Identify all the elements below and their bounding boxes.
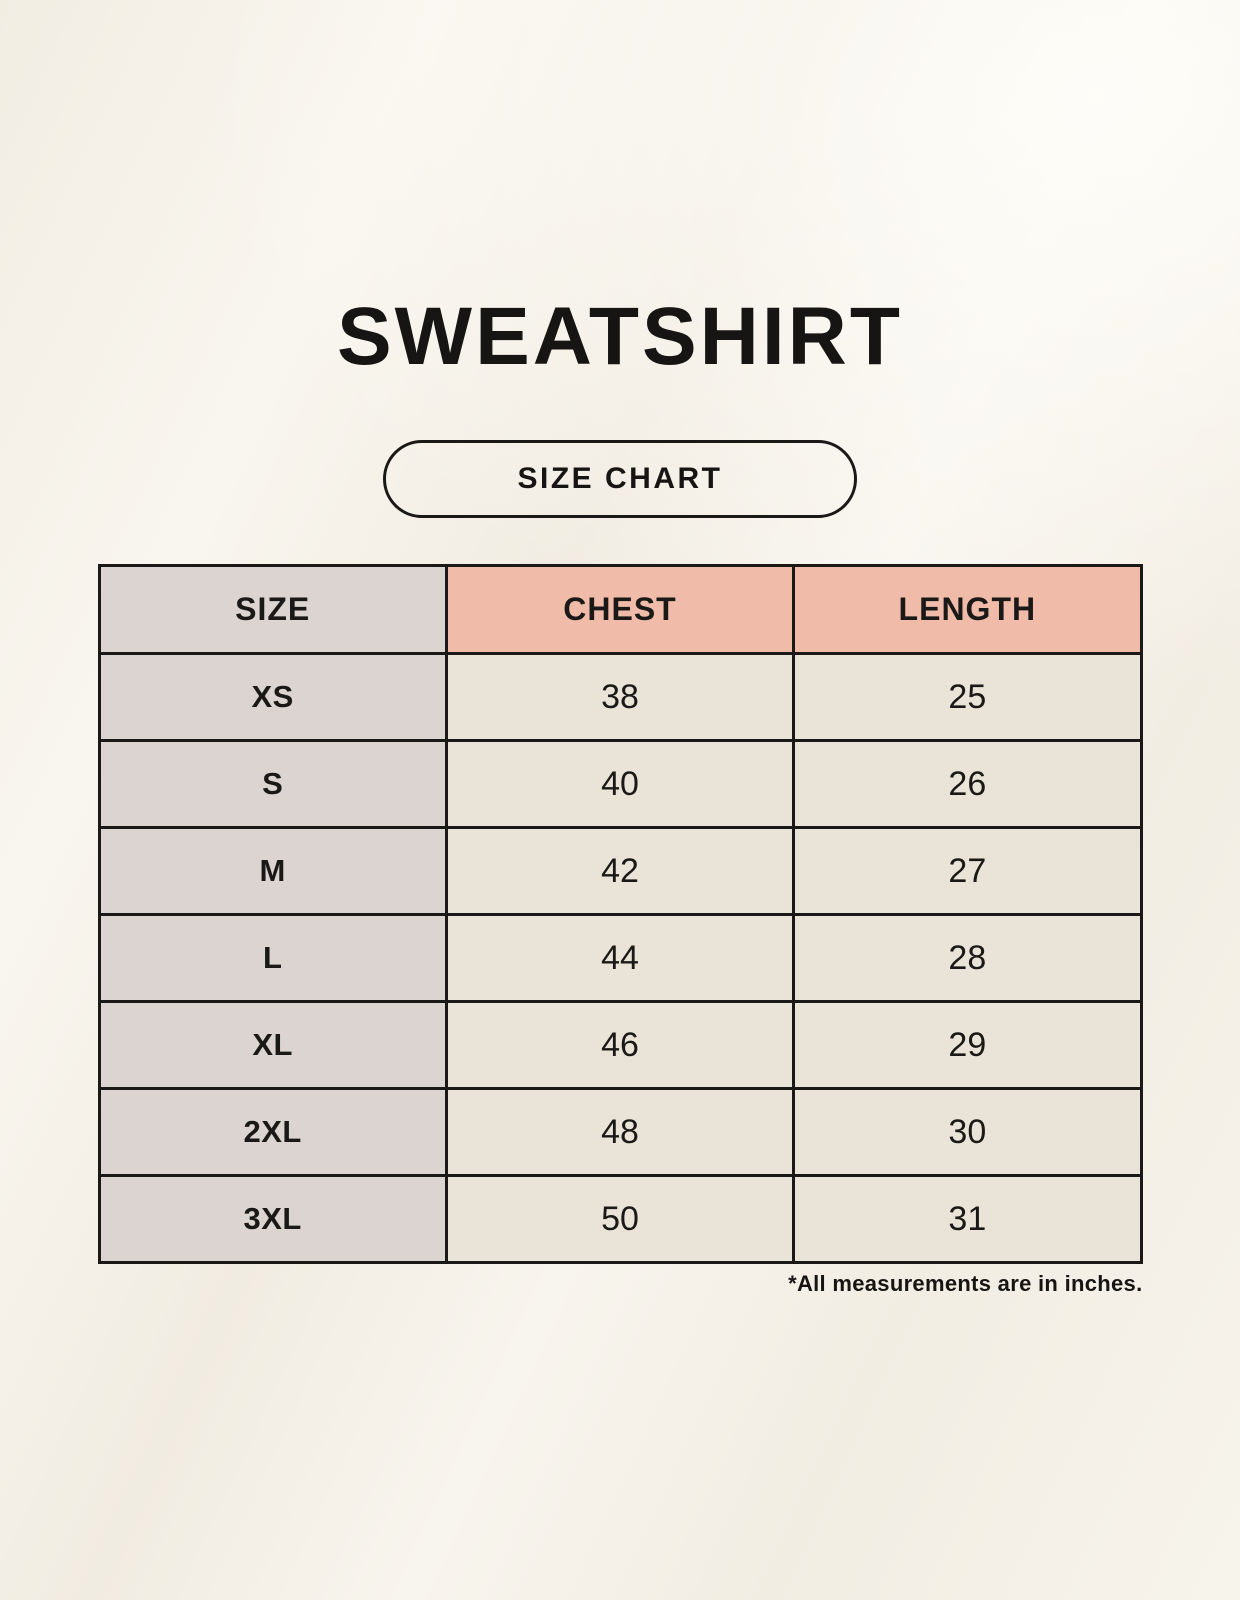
size-cell: L [97,913,448,1003]
chest-cell: 48 [444,1087,796,1177]
length-cell: 29 [792,1000,1143,1090]
table-row: 2XL 48 30 [97,1087,1143,1177]
length-cell: 25 [792,652,1143,742]
size-table: SIZE CHEST LENGTH XS 38 25 S 40 26 M 42 … [97,564,1143,1264]
badge-container: SIZE CHART [0,440,1240,518]
size-table-body: XS 38 25 S 40 26 M 42 27 L 44 28 XL 46 2… [97,652,1143,1264]
column-header-size: SIZE [97,564,448,655]
size-table-header: SIZE CHEST LENGTH [97,564,1143,655]
length-cell: 30 [792,1087,1143,1177]
table-row: L 44 28 [97,913,1143,1003]
table-row: 3XL 50 31 [97,1174,1143,1264]
length-cell: 26 [792,739,1143,829]
size-chart-badge[interactable]: SIZE CHART [383,440,857,518]
length-cell: 27 [792,826,1143,916]
column-header-length: LENGTH [792,564,1143,655]
size-cell: XS [97,652,448,742]
size-cell: 2XL [97,1087,448,1177]
size-cell: S [97,739,448,829]
chest-cell: 46 [444,1000,796,1090]
page-title: SWEATSHIRT [336,291,903,382]
table-row: XL 46 29 [97,1000,1143,1090]
header-row: SIZE CHEST LENGTH [97,564,1143,655]
chest-cell: 38 [444,652,796,742]
size-cell: XL [97,1000,448,1090]
chest-cell: 50 [444,1174,796,1264]
chest-cell: 40 [444,739,796,829]
measurements-footnote: *All measurements are in inches. [788,1271,1143,1296]
chest-cell: 42 [444,826,796,916]
chest-cell: 44 [444,913,796,1003]
table-row: XS 38 25 [97,652,1143,742]
table-row: M 42 27 [97,826,1143,916]
length-cell: 28 [792,913,1143,1003]
column-header-chest: CHEST [444,564,796,655]
table-row: S 40 26 [97,739,1143,829]
length-cell: 31 [792,1174,1143,1264]
size-cell: M [97,826,448,916]
size-cell: 3XL [97,1174,448,1264]
